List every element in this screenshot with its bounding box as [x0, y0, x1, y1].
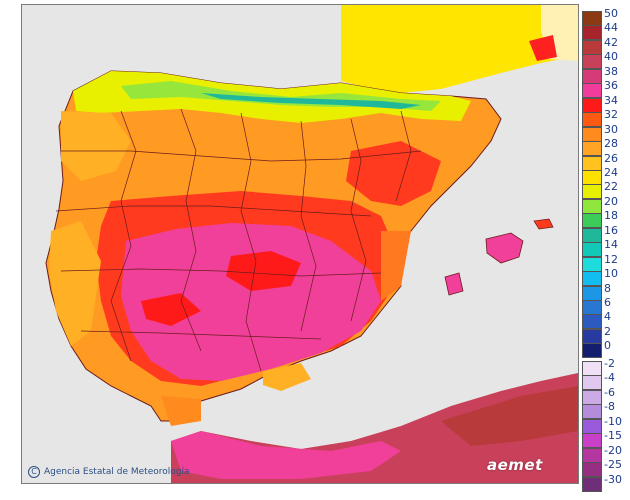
legend-warm-swatch: [582, 271, 602, 287]
legend-warm-swatch: [582, 11, 602, 26]
portugal-coast: [49, 221, 101, 346]
galicia-region: [61, 111, 131, 181]
legend-warm-label: 6: [604, 296, 611, 309]
legend-warm-swatch: [582, 314, 602, 330]
legend-warm-swatch: [582, 155, 602, 171]
legend-warm-label: 36: [604, 79, 618, 93]
legend-warm-swatch: [582, 97, 602, 113]
legend-warm-label: 32: [604, 108, 618, 122]
legend-warm-label: 24: [604, 165, 618, 179]
legend-warm-swatch: [582, 213, 602, 229]
legend-warm-label: 44: [604, 21, 618, 35]
legend-cold-swatch: [582, 433, 602, 449]
legend-cold-label: -20: [604, 443, 622, 457]
legend-warm-label: 38: [604, 64, 618, 78]
legend-cold-label: -4: [604, 371, 615, 385]
legend-warm-label: 2: [604, 324, 611, 338]
legend-cold-swatch: [582, 389, 602, 405]
legend-warm-swatch: [582, 169, 602, 185]
guadiana-hot-patch: [226, 251, 301, 291]
legend-cold-label: -6: [604, 385, 615, 399]
legend-cold-label: -2: [604, 357, 615, 370]
southern-very-hot-zone: [121, 223, 381, 381]
legend-cold-swatch: [582, 462, 602, 478]
ibiza-island: [444, 272, 464, 296]
legend-warm-swatch: [582, 126, 602, 142]
copyright-icon: C: [28, 466, 40, 478]
legend-warm-swatch: [582, 112, 602, 128]
legend-warm-label: 18: [604, 209, 618, 223]
southwest-hot-patch: [141, 293, 201, 326]
legend-cold-label: -15: [604, 429, 622, 443]
legend-warm-label: 30: [604, 122, 618, 136]
legend-cold-swatch: [582, 375, 602, 391]
legend-cold-label: -25: [604, 458, 622, 472]
legend-warm-swatch: [582, 328, 602, 344]
legend-warm-swatch: [582, 285, 602, 301]
legend-warm-swatch: [582, 343, 602, 359]
mallorca-island: [485, 232, 524, 264]
legend-warm-swatch: [582, 198, 602, 214]
legend-warm-swatch: [582, 227, 602, 243]
north-africa-coast: [171, 431, 401, 479]
mountain-cool-strip: [201, 93, 421, 109]
logo-label: aemet: [487, 456, 543, 474]
legend-cold-swatch: [582, 418, 602, 434]
legend-warm-label: 4: [604, 310, 611, 324]
cadiz-region: [161, 396, 201, 426]
map-canvas: [22, 5, 578, 483]
legend-warm-label: 12: [604, 252, 618, 266]
legend-warm-swatch: [582, 25, 602, 41]
legend-warm-label: 0: [604, 339, 611, 353]
legend-cold-label: -10: [604, 414, 622, 428]
agency-credit: C Agencia Estatal de Meteorología: [28, 466, 190, 478]
legend-warm-swatch: [582, 68, 602, 84]
legend-warm-label: 14: [604, 238, 618, 252]
legend-cold-swatch: [582, 447, 602, 463]
legend-warm-swatch: [582, 242, 602, 258]
legend-warm-label: 40: [604, 50, 618, 64]
legend-warm-label: 28: [604, 137, 618, 151]
algeria-hot-zone: [441, 386, 578, 446]
legend-warm-label: 22: [604, 180, 618, 194]
legend-cold-label: -30: [604, 472, 622, 486]
legend-warm-swatch: [582, 256, 602, 272]
legend-warm-label: 10: [604, 267, 618, 281]
menorca-island: [533, 218, 554, 230]
legend-warm-label: 20: [604, 194, 618, 208]
legend-warm-swatch: [582, 83, 602, 99]
temperature-map: [21, 4, 579, 484]
province-borders: [55, 108, 422, 372]
legend-warm-label: 26: [604, 151, 618, 165]
legend-warm-swatch: [582, 54, 602, 70]
legend-warm-label: 8: [604, 281, 611, 295]
legend-warm-label: 42: [604, 35, 618, 49]
aemet-logo: aemet: [487, 456, 543, 474]
legend-warm-swatch: [582, 184, 602, 200]
temperature-legend: 50 44 42 40 38 36 34 32 30 28 26 24 22 20 18 16 14 12 10 8 6…: [582, 7, 630, 492]
legend-cold-label: -8: [604, 400, 615, 414]
ebro-hot-zone: [346, 141, 441, 206]
credit-label: Agencia Estatal de Meteorología: [44, 467, 190, 477]
legend-warm-swatch: [582, 141, 602, 157]
legend-warm-swatch: [582, 300, 602, 315]
sierra-nevada-cool: [263, 363, 311, 391]
valencia-coast: [381, 231, 411, 301]
legend-warm-label: 34: [604, 93, 618, 107]
legend-warm-label: 50: [604, 7, 618, 20]
legend-cold-swatch: [582, 361, 602, 376]
legend-warm-swatch: [582, 39, 602, 55]
france-hot-spot: [529, 35, 557, 61]
france-region: [341, 5, 578, 93]
legend-cold-swatch: [582, 404, 602, 420]
legend-cold-swatch: [582, 476, 602, 492]
legend-warm-label: 16: [604, 223, 618, 237]
